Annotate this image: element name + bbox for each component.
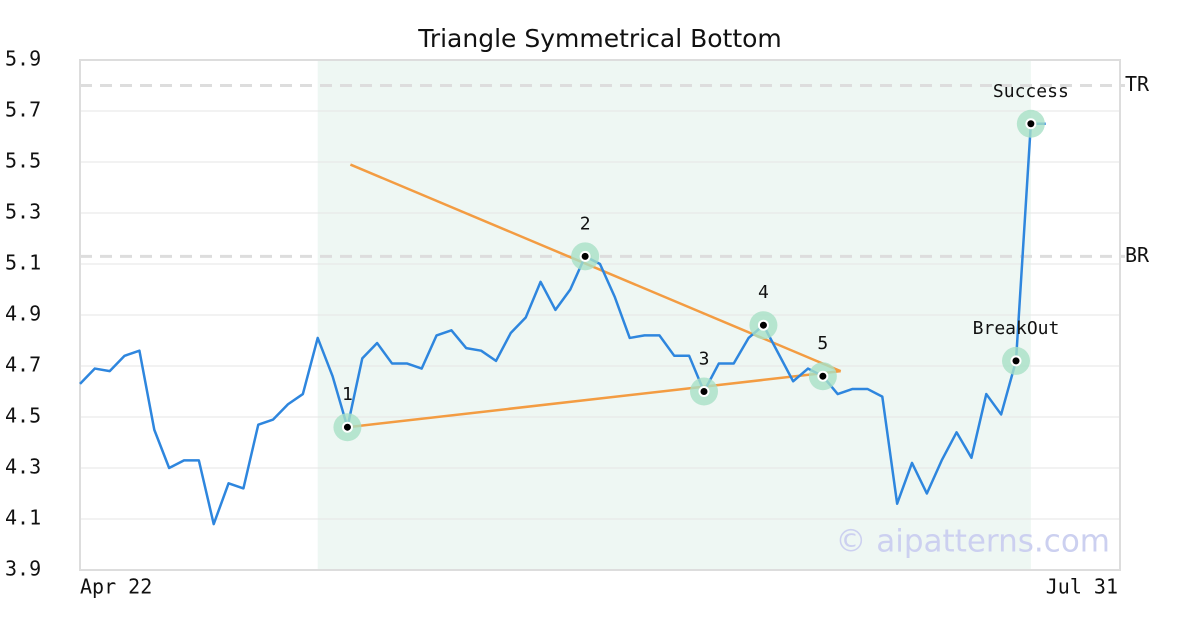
y-tick-label: 4.5 — [5, 404, 41, 428]
y-tick-label: 5.9 — [5, 47, 41, 71]
level-label: TR — [1125, 72, 1150, 96]
point-label: 1 — [342, 384, 353, 405]
plot-frame — [79, 59, 1121, 571]
price-line — [79, 122, 1046, 526]
y-tick-label: 5.1 — [5, 251, 41, 275]
trend-line — [347, 369, 841, 429]
y-tick-label: 4.9 — [5, 302, 41, 326]
x-tick-label: Apr 22 — [80, 575, 152, 599]
y-tick-label: 5.7 — [5, 98, 41, 122]
y-tick-label: 4.1 — [5, 506, 41, 530]
x-tick-label: Jul 31 — [1046, 575, 1118, 599]
point-label: BreakOut — [973, 318, 1060, 339]
point-label: 5 — [817, 333, 828, 354]
y-tick-label: 4.7 — [5, 353, 41, 377]
point-dot — [698, 386, 710, 397]
point-dot — [579, 250, 591, 262]
level-label: BR — [1125, 243, 1150, 267]
point-dot — [817, 370, 829, 382]
point-dot — [341, 421, 353, 433]
point-dot — [1010, 355, 1022, 367]
point-label: Success — [993, 81, 1069, 102]
y-tick-label: 4.3 — [5, 455, 41, 479]
watermark: © aipatterns.com — [835, 524, 1110, 560]
chart-title: Triangle Symmetrical Bottom — [417, 24, 782, 53]
y-tick-label: 5.3 — [5, 200, 41, 224]
point-dot — [757, 319, 769, 331]
point-label: 3 — [699, 349, 710, 370]
point-label: 4 — [758, 282, 769, 303]
point-label: 2 — [580, 213, 591, 234]
point-dot — [1025, 118, 1037, 130]
y-tick-label: 5.5 — [5, 149, 41, 173]
y-tick-label: 3.9 — [5, 557, 41, 581]
